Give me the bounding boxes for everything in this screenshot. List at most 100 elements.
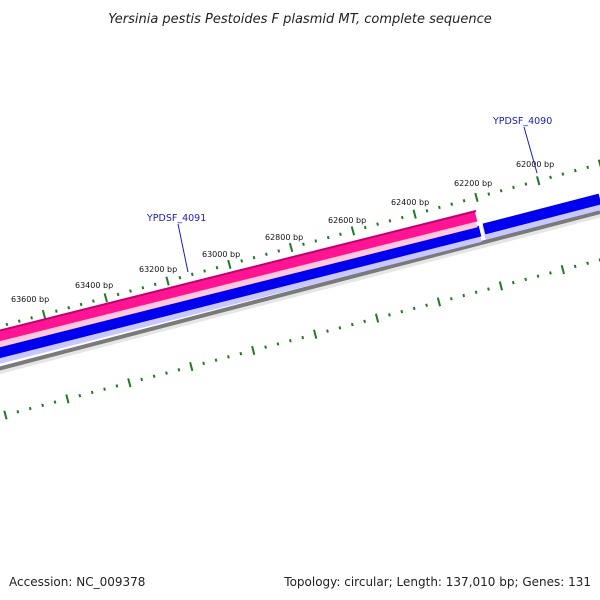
ruler-minor-tick: [438, 205, 441, 210]
ruler-major-tick: [165, 276, 170, 286]
ruler-tick-label: 62200 bp: [454, 179, 492, 188]
gene-label-group-YPDSF_4091: YPDSF_4091: [146, 213, 206, 273]
ruler-minor-tick: [573, 264, 577, 269]
pink-gene-track: [0, 210, 478, 348]
ruler-minor-tick: [252, 255, 256, 260]
ruler-minor-tick: [487, 192, 491, 196]
ruler-minor-tick: [302, 242, 305, 246]
ruler-tick-label: 62800 bp: [265, 233, 303, 242]
ruler-minor-tick: [524, 277, 528, 282]
ruler-minor-tick: [511, 280, 515, 285]
ruler-minor-tick: [499, 189, 503, 193]
ruler-minor-tick: [79, 302, 83, 307]
ruler-minor-tick: [92, 299, 95, 303]
ruler-major-tick: [227, 259, 232, 269]
gene-bar-YPDSF_4091[interactable]: [0, 210, 478, 342]
ruler-minor-tick: [177, 368, 181, 372]
ruler-minor-tick: [5, 322, 9, 327]
ruler-major-tick: [436, 297, 442, 307]
ruler-major-tick: [127, 378, 132, 388]
ruler-major-tick: [597, 159, 600, 168]
ruler-minor-tick: [388, 219, 392, 223]
ruler-minor-tick: [400, 215, 404, 220]
ruler-minor-tick: [153, 282, 157, 287]
ruler-major-tick: [65, 394, 70, 404]
ruler-minor-tick: [190, 272, 194, 277]
ruler-minor-tick: [524, 182, 528, 186]
ruler-minor-tick: [78, 393, 82, 398]
ruler-minor-tick: [116, 292, 120, 297]
ruler-major-tick: [189, 361, 194, 372]
ruler-minor-tick: [350, 322, 354, 327]
ruler-minor-tick: [487, 287, 490, 291]
ruler-minor-tick: [265, 252, 268, 256]
ruler-minor-tick: [450, 297, 453, 301]
ruler-minor-tick: [152, 374, 156, 378]
ruler-minor-tick: [339, 232, 342, 236]
ruler-minor-tick: [549, 175, 552, 180]
ruler-major-tick: [251, 345, 256, 356]
ruler-major-tick: [374, 313, 380, 323]
ruler-minor-tick: [549, 271, 552, 275]
ruler-minor-tick: [276, 342, 280, 346]
ruler-minor-tick: [314, 239, 318, 243]
ruler-minor-tick: [30, 316, 33, 320]
ruler-minor-tick: [140, 377, 144, 382]
ruler-major-tick: [560, 265, 565, 275]
gene-bar-YPDSF_4090[interactable]: [482, 193, 600, 235]
ruler-minor-tick: [16, 410, 20, 414]
ruler-tick-label: 63400 bp: [75, 281, 113, 290]
ruler-major-tick: [350, 226, 356, 236]
ruler-minor-tick: [214, 358, 218, 362]
ruler-minor-tick: [326, 235, 330, 240]
ruler-minor-tick: [277, 249, 281, 253]
ruler-minor-tick: [115, 384, 119, 388]
backbone-line-core: [0, 210, 600, 371]
ruler-minor-tick: [363, 319, 366, 324]
ruler-major-tick: [103, 293, 108, 303]
map-title: Yersinia pestis Pestoides F plasmid MT, …: [108, 12, 492, 27]
ruler-major-tick: [498, 281, 503, 291]
ruler-minor-tick: [178, 275, 182, 280]
outer-ruler: [5, 159, 600, 327]
inner-ruler: [3, 258, 600, 420]
ruler-minor-tick: [338, 326, 342, 330]
ruler-minor-tick: [129, 289, 132, 293]
ruler-minor-tick: [425, 209, 429, 213]
ruler-minor-tick: [573, 168, 577, 173]
ruler-major-tick: [288, 242, 294, 253]
ruler-minor-tick: [141, 286, 145, 290]
ruler-minor-tick: [103, 387, 106, 391]
gene-label-YPDSF_4091[interactable]: YPDSF_4091: [146, 213, 206, 224]
ruler-minor-tick: [289, 339, 292, 343]
ruler-minor-tick: [90, 390, 94, 395]
ruler-minor-tick: [536, 274, 540, 278]
ruler-minor-tick: [239, 351, 243, 356]
ruler-tick-label: 63200 bp: [139, 265, 177, 274]
ruler-minor-tick: [425, 303, 428, 307]
ruler-minor-tick: [412, 306, 416, 311]
ruler-minor-tick: [301, 335, 305, 340]
sequence-summary-text: Topology: circular; Length: 137,010 bp; …: [283, 575, 591, 589]
ruler-major-tick: [536, 176, 541, 186]
ruler-minor-tick: [388, 313, 391, 317]
ruler-major-tick: [313, 329, 318, 339]
leader-line: [177, 223, 189, 273]
ruler-minor-tick: [512, 185, 515, 190]
ruler-minor-tick: [240, 259, 244, 263]
gene-bar-blue-left[interactable]: [0, 225, 482, 359]
ruler-tick-label: 63600 bp: [11, 295, 49, 304]
ruler-minor-tick: [264, 345, 267, 349]
ruler-minor-tick: [474, 290, 478, 294]
ruler-major-tick: [41, 309, 47, 320]
ruler-minor-tick: [165, 371, 168, 375]
ruler-minor-tick: [363, 225, 367, 230]
ruler-minor-tick: [400, 309, 404, 314]
blue-gene-track: [0, 193, 600, 364]
gene-label-YPDSF_4090[interactable]: YPDSF_4090: [492, 116, 552, 127]
ruler-minor-tick: [41, 403, 44, 408]
ruler-tick-label: 62400 bp: [391, 198, 429, 207]
ruler-minor-tick: [462, 199, 466, 203]
leader-line: [523, 126, 538, 174]
